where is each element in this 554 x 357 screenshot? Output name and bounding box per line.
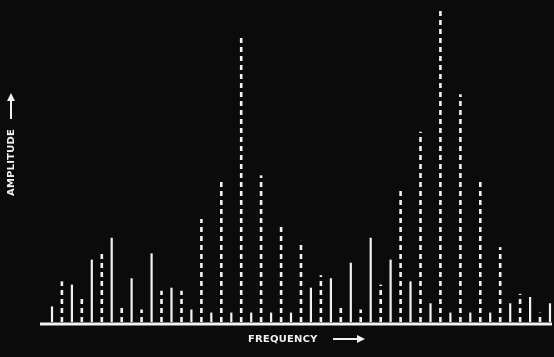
x-axis-label: FREQUENCY (248, 334, 318, 345)
dashed-bar-series (60, 10, 542, 322)
solid-bar-series (50, 237, 552, 322)
y-axis-title: AMPLITUDE (6, 93, 17, 196)
y-axis-label: AMPLITUDE (6, 129, 17, 196)
y-axis-arrow-icon (7, 93, 15, 120)
x-axis-arrow-icon (333, 335, 366, 343)
x-axis-title: FREQUENCY (248, 334, 366, 345)
